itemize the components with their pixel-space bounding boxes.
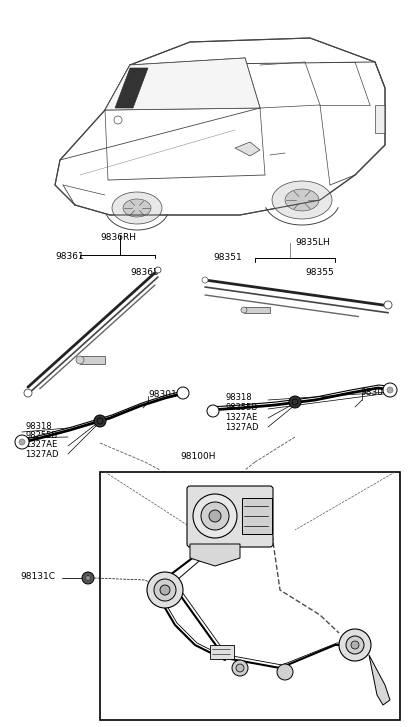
FancyBboxPatch shape (187, 486, 273, 547)
Circle shape (207, 405, 219, 417)
Circle shape (351, 641, 359, 649)
Polygon shape (285, 189, 319, 211)
Polygon shape (235, 142, 260, 156)
Circle shape (277, 664, 293, 680)
Circle shape (155, 267, 161, 273)
Circle shape (339, 629, 371, 661)
Circle shape (94, 415, 106, 427)
Circle shape (383, 383, 397, 397)
Text: 98131C: 98131C (20, 572, 55, 581)
Text: 98361: 98361 (55, 252, 84, 261)
Circle shape (201, 502, 229, 530)
Text: 9835LH: 9835LH (295, 238, 330, 247)
Bar (100, 472, 400, 720)
Circle shape (97, 418, 103, 424)
Circle shape (24, 389, 32, 397)
Circle shape (236, 664, 244, 672)
Circle shape (384, 301, 392, 309)
Polygon shape (105, 58, 260, 110)
Circle shape (114, 116, 122, 124)
Polygon shape (190, 544, 240, 566)
Circle shape (76, 356, 84, 364)
Circle shape (232, 660, 248, 676)
Text: 98365: 98365 (130, 268, 159, 277)
Circle shape (86, 576, 91, 580)
Polygon shape (272, 181, 332, 219)
Bar (242, 498, 272, 534)
Text: 98351: 98351 (213, 253, 242, 262)
Circle shape (19, 439, 25, 445)
Bar (210, 645, 234, 659)
Text: 98301D: 98301D (360, 388, 396, 397)
Polygon shape (369, 655, 390, 705)
Text: 98318: 98318 (25, 422, 52, 431)
Polygon shape (123, 199, 151, 217)
Text: 1327AD: 1327AD (25, 450, 58, 459)
Circle shape (154, 579, 176, 601)
Polygon shape (112, 192, 162, 224)
Circle shape (160, 585, 170, 595)
Text: 98301P: 98301P (148, 390, 182, 399)
Circle shape (177, 387, 189, 399)
Polygon shape (244, 307, 270, 313)
Circle shape (202, 277, 208, 283)
Bar (375, 105, 385, 133)
Circle shape (346, 636, 364, 654)
Polygon shape (80, 356, 105, 364)
Circle shape (289, 396, 301, 408)
Circle shape (387, 387, 393, 393)
Circle shape (209, 510, 221, 522)
Text: 1327AE: 1327AE (225, 413, 257, 422)
Circle shape (241, 307, 247, 313)
Text: 98255B: 98255B (25, 431, 57, 440)
Circle shape (82, 572, 94, 584)
Text: 1327AE: 1327AE (25, 440, 57, 449)
Circle shape (193, 494, 237, 538)
Circle shape (15, 435, 29, 449)
Text: 98255B: 98255B (225, 403, 257, 412)
Text: 98318: 98318 (225, 393, 252, 402)
Text: 1327AD: 1327AD (225, 423, 259, 432)
Polygon shape (115, 68, 148, 108)
Polygon shape (55, 38, 385, 215)
Circle shape (147, 572, 183, 608)
Circle shape (292, 399, 298, 405)
Text: 98355: 98355 (305, 268, 334, 277)
Text: 98100H: 98100H (180, 452, 215, 461)
Text: 9836RH: 9836RH (100, 233, 136, 242)
